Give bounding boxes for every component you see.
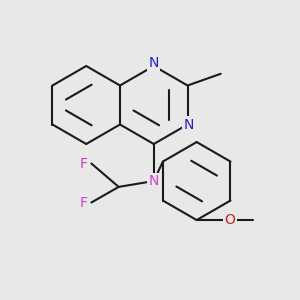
Text: N: N (148, 174, 159, 188)
Text: F: F (80, 157, 88, 170)
Text: F: F (80, 196, 88, 209)
Text: N: N (148, 56, 159, 70)
Text: N: N (184, 118, 194, 131)
Text: O: O (224, 213, 235, 227)
